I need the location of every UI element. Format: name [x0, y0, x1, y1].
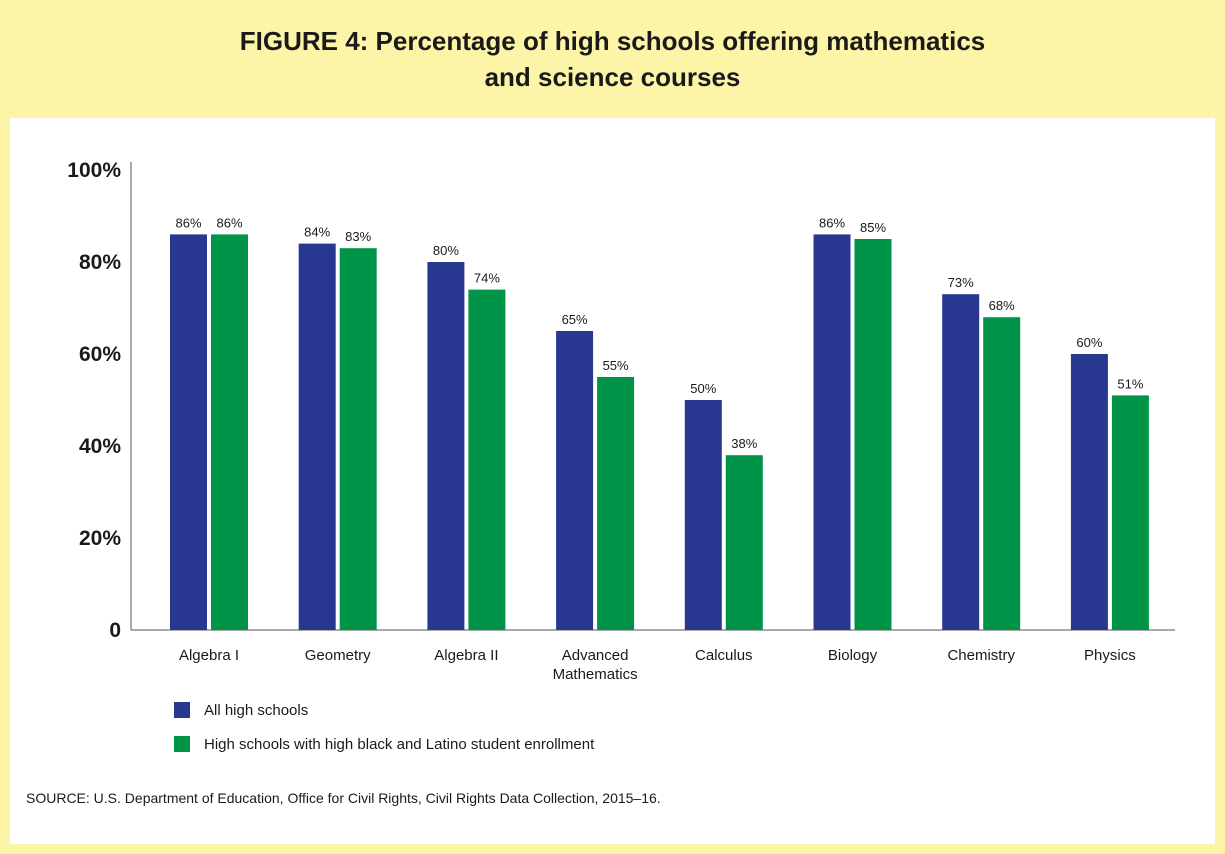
legend-item-all-high-schools: All high schools: [174, 700, 594, 720]
data-label: 74%: [474, 271, 500, 286]
legend-label-series-2: High schools with high black and Latino …: [204, 735, 595, 753]
data-label: 73%: [948, 275, 974, 290]
data-label: 83%: [345, 229, 371, 244]
x-tick-label: Algebra II: [434, 647, 498, 664]
legend-swatch-series-2: [174, 736, 190, 752]
x-tick-label: Biology: [828, 647, 878, 664]
bar-1: [684, 400, 722, 630]
x-tick-label: Geometry: [305, 647, 371, 664]
legend-swatch-series-1: [174, 702, 190, 718]
data-label: 68%: [989, 298, 1015, 313]
bar-1: [1070, 354, 1108, 630]
y-tick-label: 80%: [79, 251, 121, 274]
bar-2: [468, 289, 506, 630]
bar-2: [597, 377, 635, 630]
y-tick-label: 40%: [79, 435, 121, 458]
bar-1: [942, 294, 980, 630]
bar-1: [556, 331, 594, 630]
bar-1: [170, 234, 207, 630]
bar-2: [725, 455, 763, 630]
data-label: 86%: [819, 215, 845, 230]
legend: All high schools High schools with high …: [174, 700, 594, 768]
data-label: 38%: [731, 436, 757, 451]
bar-2: [1111, 395, 1149, 630]
x-tick-label: Advanced: [562, 647, 629, 664]
bar-1: [813, 234, 851, 630]
data-label: 80%: [433, 243, 459, 258]
data-label: 86%: [175, 215, 201, 230]
bar-2: [339, 248, 377, 630]
bar-2: [983, 317, 1021, 630]
y-tick-label: 100%: [67, 159, 121, 182]
bar-2: [854, 239, 892, 630]
bar-1: [298, 243, 336, 630]
x-tick-label: Mathematics: [553, 666, 638, 683]
source-note: SOURCE: U.S. Department of Education, Of…: [26, 790, 661, 806]
legend-label-series-1: All high schools: [204, 701, 309, 719]
data-label: 86%: [216, 215, 242, 230]
chart-title: FIGURE 4: Percentage of high schools off…: [239, 26, 986, 92]
data-label: 60%: [1076, 335, 1102, 350]
x-tick-label: Physics: [1084, 647, 1136, 664]
data-label: 50%: [690, 381, 716, 396]
data-label: 85%: [860, 220, 886, 235]
x-tick-label: Algebra I: [179, 647, 239, 664]
figure-header: FIGURE 4: Percentage of high schools off…: [0, 0, 1225, 118]
data-label: 51%: [1117, 376, 1143, 391]
bar-1: [427, 262, 465, 630]
y-tick-label: 20%: [79, 527, 121, 550]
bar-chart: 0 20% 40% 60% 80% 100% 86% 86% Algebra I 84% 83% Ge…: [67, 159, 1175, 683]
y-tick-label: 0: [109, 619, 121, 642]
legend-item-high-black-latino-enrollment: High schools with high black and Latino …: [174, 734, 594, 754]
x-tick-label: Chemistry: [947, 647, 1015, 664]
x-tick-label: Calculus: [695, 647, 753, 664]
bar-2: [211, 234, 248, 630]
y-tick-label: 60%: [79, 343, 121, 366]
data-label: 65%: [562, 312, 588, 327]
data-label: 84%: [304, 225, 330, 240]
data-label: 55%: [603, 358, 629, 373]
